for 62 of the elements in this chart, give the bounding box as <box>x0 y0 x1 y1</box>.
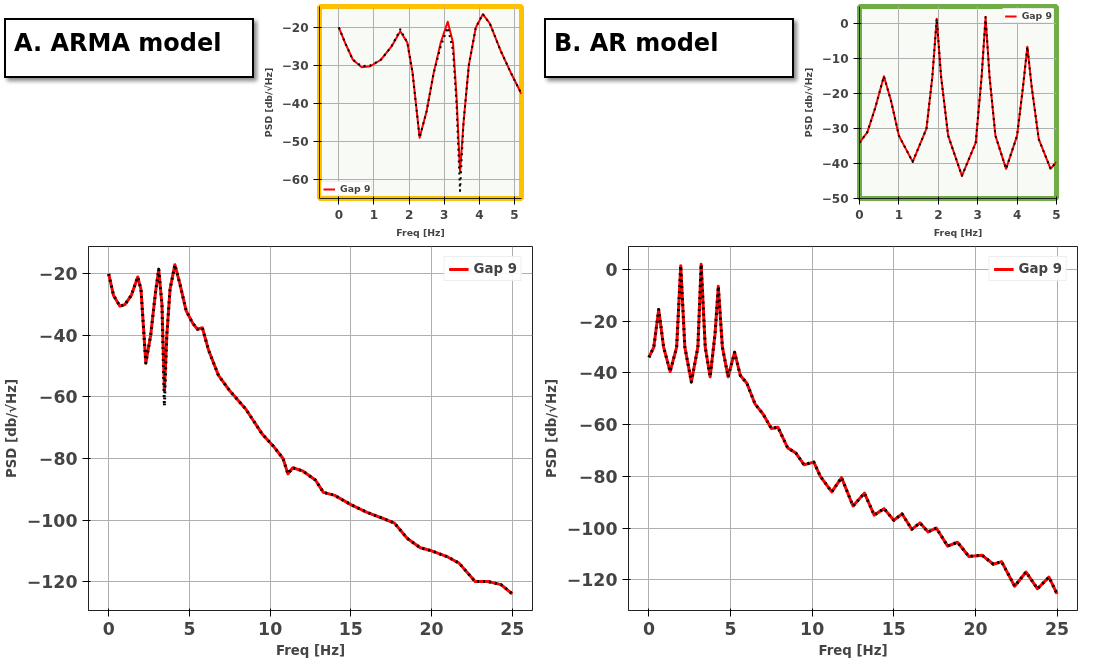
x-tick-label: 10 <box>258 618 283 639</box>
y-tick-label: −40 <box>821 157 849 172</box>
y-axis-title: PSD [db/√Hz] <box>543 378 559 478</box>
x-tick-label: 3 <box>973 207 982 222</box>
y-tick-label: −30 <box>821 122 849 137</box>
x-tick-label: 10 <box>800 618 825 639</box>
y-tick-label: −60 <box>38 387 78 408</box>
y-tick-label: −100 <box>26 510 78 531</box>
y-tick-label: −60 <box>578 415 618 436</box>
x-axis-title: Freq [Hz] <box>933 226 983 238</box>
x-tick-label: 1 <box>369 207 379 222</box>
x-axis-title: Freq [Hz] <box>818 642 888 658</box>
y-axis-title: PSD [db/√Hz] <box>3 378 19 478</box>
y-tick-label: −80 <box>38 449 78 469</box>
x-tick-label: 5 <box>510 207 519 222</box>
legend-label: Gap 9 <box>473 261 517 276</box>
x-tick-label: 0 <box>102 618 115 639</box>
x-tick-label: 3 <box>440 207 449 222</box>
y-tick-label: −20 <box>281 20 309 35</box>
x-tick-label: 5 <box>183 618 196 639</box>
x-tick-label: 25 <box>1045 618 1070 639</box>
x-axis-title: Freq [Hz] <box>396 226 445 238</box>
y-tick-label: −30 <box>281 58 309 73</box>
y-tick-label: −50 <box>821 192 849 206</box>
x-tick-label: 20 <box>419 618 444 639</box>
y-tick-label: 0 <box>840 17 849 32</box>
y-tick-label: −20 <box>38 264 78 285</box>
x-tick-label: 2 <box>404 207 414 222</box>
x-tick-label: 0 <box>334 207 344 222</box>
y-tick-label: −20 <box>578 311 618 332</box>
y-tick-label: 0 <box>605 260 618 281</box>
x-tick-label: 20 <box>963 618 988 639</box>
y-tick-label: −80 <box>578 466 618 487</box>
x-tick-label: 15 <box>881 618 906 639</box>
x-tick-label: 25 <box>500 618 525 639</box>
y-axis-title: PSD [db/√Hz] <box>802 67 814 138</box>
y-tick-label: −40 <box>578 363 618 384</box>
y-tick-label: −40 <box>38 325 78 346</box>
y-tick-label: −10 <box>821 52 849 67</box>
y-tick-label: −20 <box>821 87 849 102</box>
x-tick-label: 0 <box>855 207 864 222</box>
y-tick-label: −60 <box>281 172 309 187</box>
x-axis-title: Freq [Hz] <box>275 642 346 658</box>
y-tick-label: −120 <box>26 572 78 593</box>
legend-label: Gap 9 <box>1021 10 1052 21</box>
x-tick-label: 15 <box>338 618 363 639</box>
y-tick-label: −50 <box>281 134 309 149</box>
x-tick-label: 4 <box>475 207 484 222</box>
y-tick-label: −40 <box>281 96 309 111</box>
legend-label: Gap 9 <box>1018 261 1062 276</box>
x-tick-label: 5 <box>1052 207 1061 222</box>
chart-title: A. ARMA model <box>14 28 222 59</box>
x-tick-label: 4 <box>1012 207 1022 222</box>
legend-label: Gap 9 <box>340 183 371 194</box>
x-tick-label: 2 <box>934 207 943 222</box>
y-tick-label: −100 <box>566 518 618 539</box>
x-tick-label: 0 <box>642 618 655 639</box>
y-axis-title: PSD [db/√Hz] <box>262 67 274 138</box>
x-tick-label: 5 <box>724 618 737 639</box>
chart-title: B. AR model <box>554 28 719 59</box>
y-tick-label: −120 <box>566 570 618 591</box>
x-tick-label: 1 <box>894 207 904 222</box>
